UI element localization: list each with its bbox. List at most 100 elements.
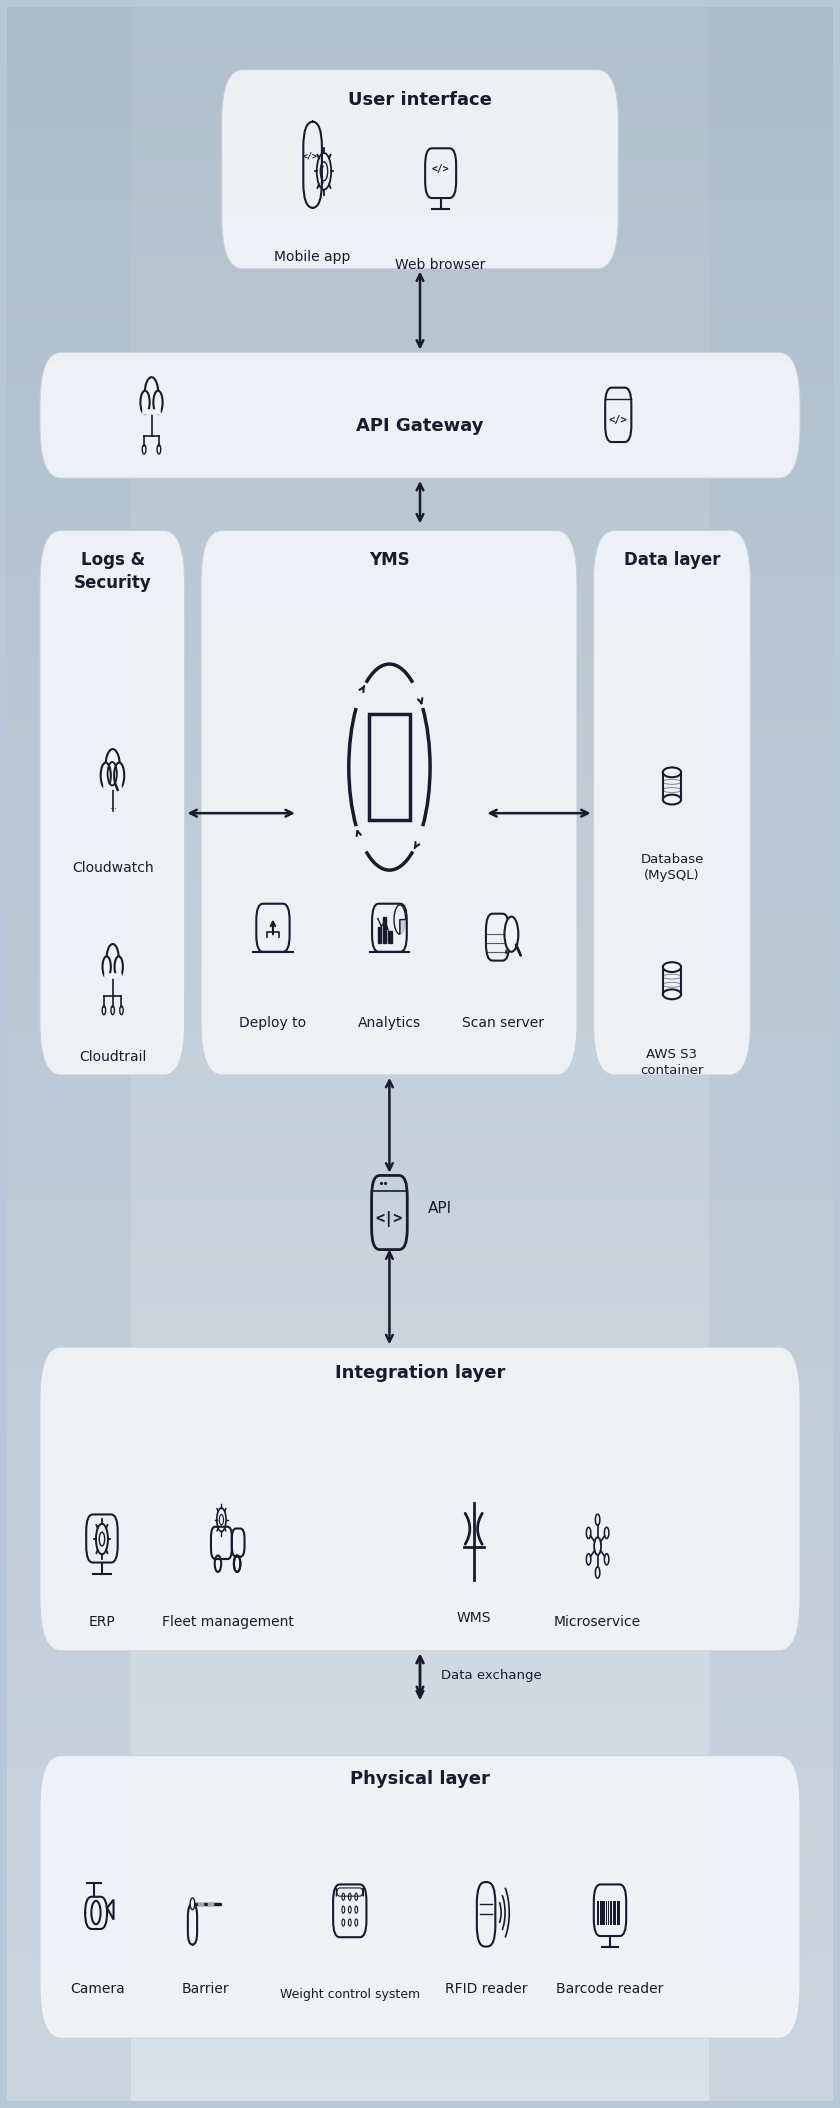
Bar	[7, 1516, 833, 1535]
Ellipse shape	[663, 961, 681, 972]
Bar	[7, 27, 833, 48]
Bar	[7, 1305, 833, 1326]
Bar	[7, 677, 833, 698]
Text: Cloudtrail: Cloudtrail	[79, 1050, 146, 1065]
Bar	[7, 803, 833, 824]
Bar	[7, 1117, 833, 1138]
Bar	[613, 1901, 614, 1925]
Bar	[7, 6, 131, 2102]
Text: API Gateway: API Gateway	[356, 417, 484, 436]
FancyBboxPatch shape	[594, 531, 750, 1075]
Bar	[7, 1347, 833, 1368]
Bar	[7, 238, 833, 259]
Text: Web browser: Web browser	[396, 259, 486, 272]
Bar	[7, 1202, 833, 1221]
Bar	[7, 1410, 833, 1431]
Text: </>: </>	[432, 164, 449, 175]
Ellipse shape	[663, 767, 681, 778]
Bar	[7, 592, 833, 613]
Bar	[7, 1788, 833, 1809]
Bar	[7, 384, 833, 405]
Text: AWS S3
container: AWS S3 container	[640, 1048, 704, 1077]
Text: Barcode reader: Barcode reader	[556, 1982, 664, 1996]
Bar	[7, 91, 833, 112]
Bar	[7, 887, 833, 906]
Bar	[7, 320, 833, 341]
Bar	[7, 112, 833, 133]
Bar	[618, 1901, 620, 1925]
FancyBboxPatch shape	[201, 531, 577, 1075]
Circle shape	[505, 932, 507, 936]
Bar	[7, 1933, 833, 1954]
Text: Weight control system: Weight control system	[280, 1988, 420, 2000]
Bar	[7, 1033, 833, 1054]
Bar	[597, 1901, 599, 1925]
Bar	[7, 1284, 833, 1305]
Bar	[7, 1368, 833, 1389]
Bar	[606, 1901, 607, 1925]
Bar	[7, 1661, 833, 1682]
FancyBboxPatch shape	[222, 70, 618, 268]
Bar	[7, 1912, 833, 1933]
Bar	[7, 341, 833, 363]
Circle shape	[114, 763, 124, 788]
Bar	[7, 552, 833, 573]
Bar	[7, 1012, 833, 1033]
Bar	[7, 1598, 833, 1619]
Text: <|>: <|>	[375, 1212, 403, 1227]
Ellipse shape	[663, 795, 681, 805]
Bar	[378, 928, 381, 942]
FancyBboxPatch shape	[40, 1347, 800, 1651]
Circle shape	[154, 390, 163, 413]
Bar	[7, 1495, 833, 1516]
Bar	[7, 1535, 833, 1556]
Bar	[7, 1075, 833, 1096]
Circle shape	[505, 940, 507, 944]
Bar	[7, 1954, 833, 1975]
Bar	[7, 48, 833, 70]
Bar	[7, 1703, 833, 1724]
Text: WMS: WMS	[456, 1611, 491, 1625]
Bar	[7, 1556, 833, 1577]
Circle shape	[102, 957, 111, 978]
Circle shape	[101, 763, 111, 788]
Text: Mobile app: Mobile app	[275, 251, 351, 264]
Bar	[7, 761, 833, 782]
Text: ERP: ERP	[88, 1615, 115, 1629]
Bar	[7, 2038, 833, 2060]
Text: RFID reader: RFID reader	[445, 1982, 528, 1996]
Bar	[7, 1180, 833, 1202]
Text: Scan server: Scan server	[462, 1016, 543, 1031]
Bar	[7, 1975, 833, 1996]
Bar	[7, 1849, 833, 1870]
Ellipse shape	[663, 989, 681, 999]
Bar	[7, 1431, 833, 1452]
Text: Data exchange: Data exchange	[441, 1670, 542, 1682]
Bar	[7, 405, 833, 426]
Bar	[7, 1452, 833, 1473]
Bar	[7, 175, 833, 196]
Bar	[7, 991, 833, 1012]
Bar	[7, 928, 833, 949]
Bar	[7, 740, 833, 761]
Text: Analytics: Analytics	[358, 1016, 421, 1031]
Bar	[7, 1745, 833, 1767]
Bar	[7, 949, 833, 970]
Bar	[388, 932, 391, 942]
Bar	[7, 1640, 833, 1661]
Bar	[7, 1996, 833, 2017]
Text: </>: </>	[609, 415, 627, 426]
Bar	[7, 426, 833, 447]
Bar	[7, 154, 833, 175]
Bar	[7, 299, 833, 320]
Bar	[7, 1767, 833, 1788]
Text: Data layer: Data layer	[624, 552, 720, 569]
Circle shape	[114, 957, 123, 978]
Bar	[7, 1619, 833, 1640]
Bar	[7, 1138, 833, 1159]
Bar	[7, 1054, 833, 1075]
Bar	[7, 133, 833, 154]
Text: Camera: Camera	[71, 1982, 125, 1996]
Bar	[7, 196, 833, 217]
Bar	[7, 2081, 833, 2102]
